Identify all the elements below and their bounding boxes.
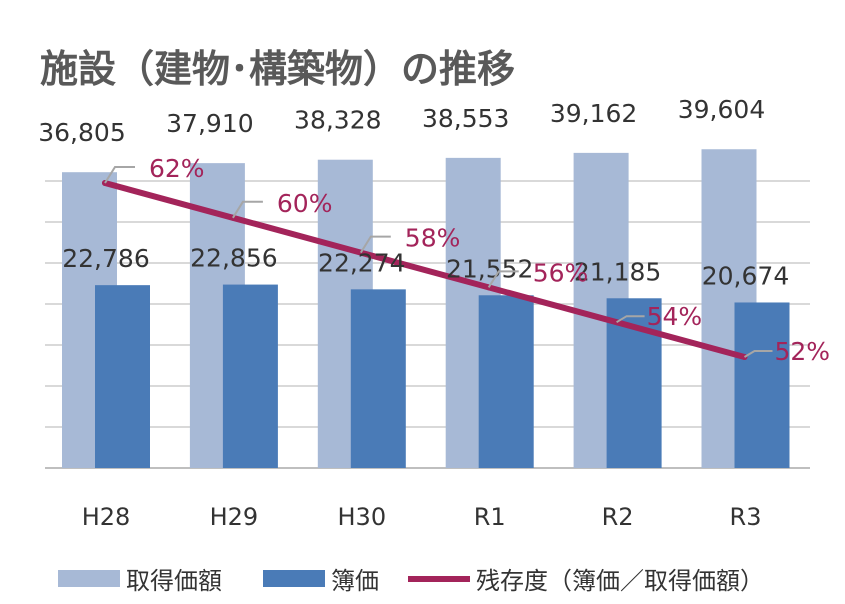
legend-label-acquisition: 取得価額 xyxy=(126,567,222,595)
label-residual-H30: 58% xyxy=(405,224,461,253)
x-tick-H30: H30 xyxy=(338,503,387,531)
label-residual-R2: 54% xyxy=(647,302,703,331)
label-book-value-R2: 21,185 xyxy=(574,257,661,286)
x-tick-R1: R1 xyxy=(474,503,506,531)
chart-title: 施設（建物･構築物）の推移 xyxy=(40,47,515,91)
x-tick-H29: H29 xyxy=(210,503,259,531)
legend-label-residual: 残存度（簿価／取得価額） xyxy=(476,567,764,595)
bar-book-value-H29 xyxy=(222,284,278,468)
label-book-value-H29: 22,856 xyxy=(190,244,277,273)
label-book-value-H28: 22,786 xyxy=(62,244,149,273)
label-residual-R1: 56% xyxy=(533,258,589,287)
label-acquisition-R3: 39,604 xyxy=(678,95,765,124)
leader-line xyxy=(359,235,391,254)
x-tick-R3: R3 xyxy=(730,503,762,531)
legend-label-book-value: 簿価 xyxy=(331,567,379,595)
label-book-value-R3: 20,674 xyxy=(702,261,789,290)
label-residual-H29: 60% xyxy=(277,189,333,218)
label-acquisition-H30: 38,328 xyxy=(294,106,381,135)
leader-line xyxy=(104,166,135,184)
label-book-value-R1: 21,552 xyxy=(446,254,533,283)
legend-swatch-book-value xyxy=(263,570,325,587)
label-acquisition-H28: 36,805 xyxy=(38,118,125,147)
bar-book-value-R1 xyxy=(478,295,534,468)
x-tick-H28: H28 xyxy=(82,503,131,531)
legend-swatch-acquisition xyxy=(58,570,120,587)
label-acquisition-R1: 38,553 xyxy=(422,104,509,133)
label-residual-H28: 62% xyxy=(149,154,205,183)
x-tick-R2: R2 xyxy=(602,503,634,531)
leader-line xyxy=(232,200,263,219)
series-line-residual xyxy=(102,180,748,360)
bar-book-value-H28 xyxy=(95,285,150,468)
leader-line xyxy=(743,350,773,358)
leader-line xyxy=(616,315,645,324)
label-acquisition-R2: 39,162 xyxy=(550,99,637,128)
label-residual-R3: 52% xyxy=(775,337,831,366)
leader-line xyxy=(487,270,519,288)
bar-book-value-H30 xyxy=(350,289,406,468)
bar-book-value-R3 xyxy=(734,302,790,468)
label-book-value-H30: 22,274 xyxy=(318,248,405,277)
label-acquisition-H29: 37,910 xyxy=(166,109,253,138)
